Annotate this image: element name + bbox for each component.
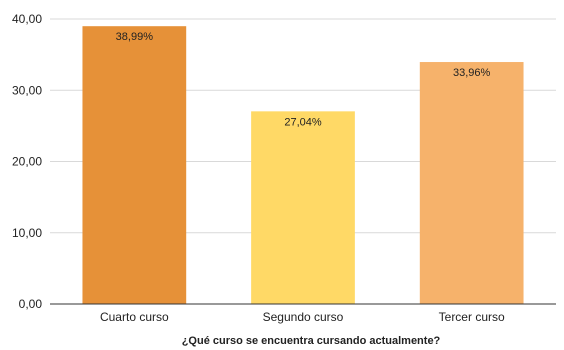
y-tick-label: 40,00 (12, 12, 42, 26)
bar (82, 26, 187, 304)
y-tick-label: 30,00 (12, 83, 42, 97)
bar (419, 62, 524, 304)
bar (251, 111, 355, 304)
x-category-label: Segundo curso (263, 310, 344, 324)
x-category-label: Tercer curso (439, 310, 505, 324)
y-tick-label: 10,00 (12, 226, 42, 240)
bar-value-label: 33,96% (453, 67, 491, 79)
data-labels: 38,99% 27,04% 33,96% (116, 31, 491, 128)
y-tick-label: 20,00 (12, 155, 42, 169)
x-category-label: Cuarto curso (100, 310, 169, 324)
y-axis-ticks: 0,00 10,00 20,00 30,00 40,00 (12, 12, 42, 311)
x-axis-label: ¿Qué curso se encuentra cursando actualm… (182, 335, 441, 347)
x-axis-categories: Cuarto curso Segundo curso Tercer curso (100, 310, 505, 324)
bar-value-label: 38,99% (116, 31, 154, 43)
bar-value-label: 27,04% (284, 116, 322, 128)
y-tick-label: 0,00 (19, 297, 43, 311)
bars (82, 26, 524, 304)
